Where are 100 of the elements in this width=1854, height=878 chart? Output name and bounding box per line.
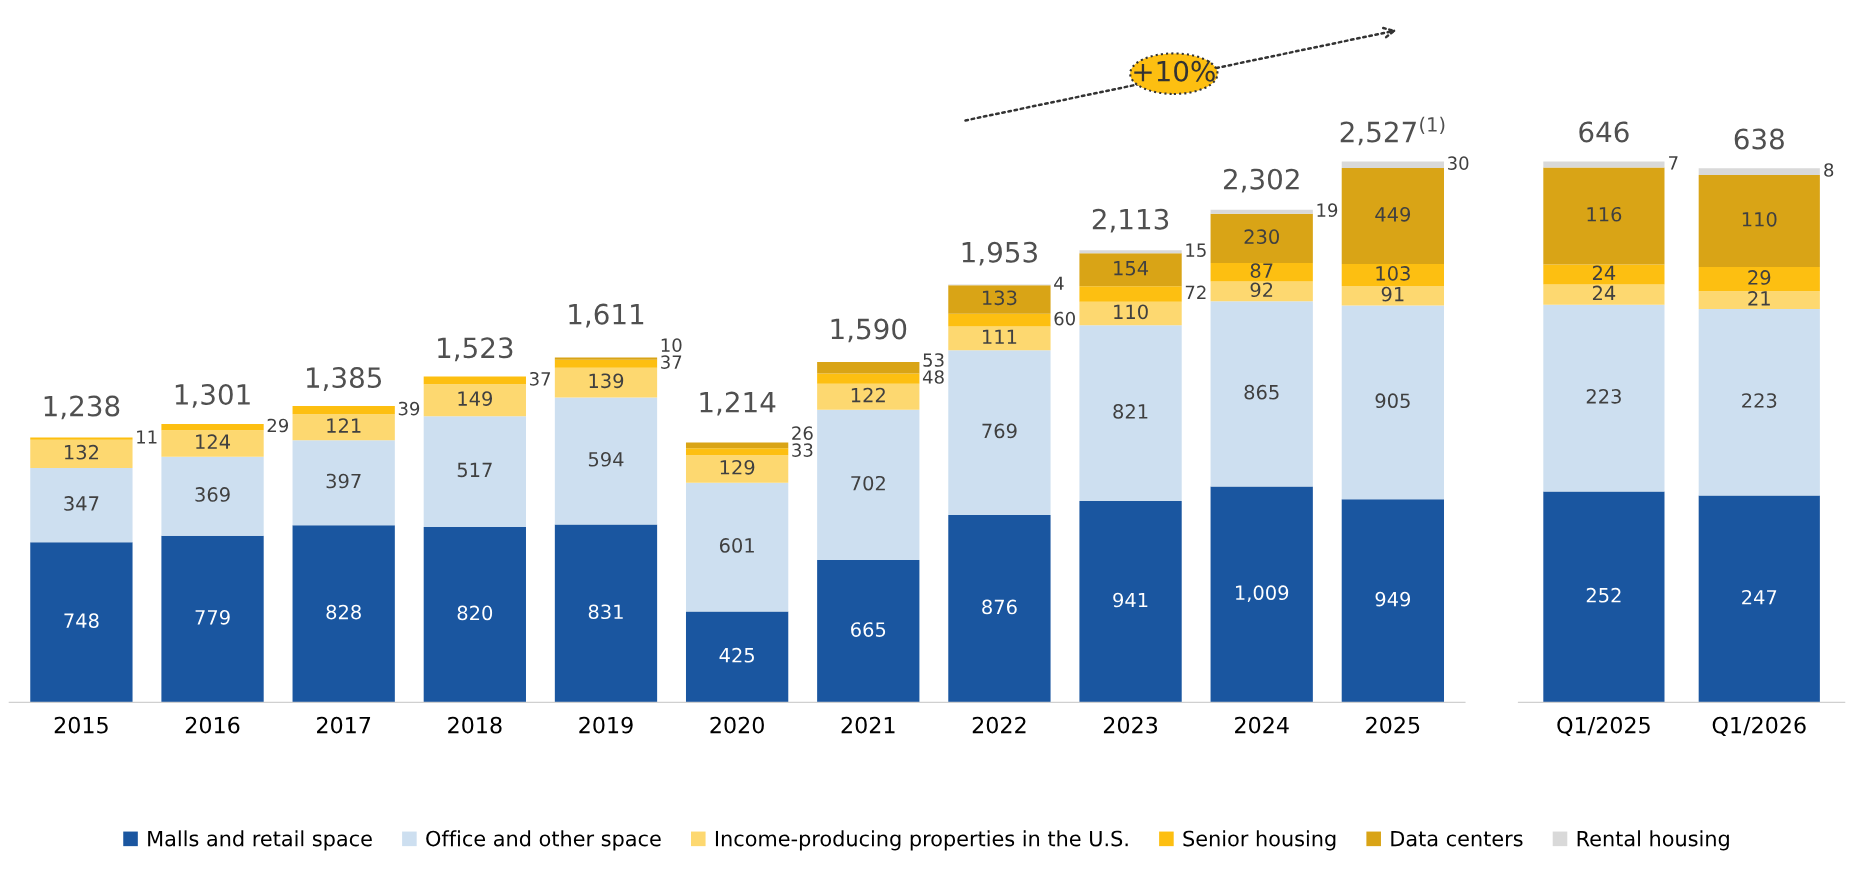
data-label: 7 [1669,156,1678,170]
bar [685,442,789,449]
bar [161,430,264,457]
data-label: 594 [588,451,624,467]
legend-label: Malls and retail space [148,830,372,851]
x-tick-label: 2021 [841,716,895,734]
bar [1543,264,1665,285]
x-tick-label: 2024 [1235,716,1289,734]
bar [1079,253,1182,287]
bar [1210,263,1313,282]
bar [1210,209,1313,214]
bar [423,376,526,385]
data-label: 29 [267,418,289,433]
bar [1341,499,1444,703]
bar [817,373,920,384]
x-tick-label: Q1/2025 [1557,716,1650,737]
bar [292,414,395,441]
data-label: 21 [1748,291,1770,306]
data-label: 252 [1586,587,1621,603]
data-label: 748 [64,613,99,628]
data-label: 223 [1586,389,1621,404]
bar [1698,308,1820,496]
data-label: 949 [1375,591,1411,607]
data-label: 449 [1375,206,1411,222]
data-label: 154 [1114,261,1149,276]
bar [1698,495,1820,703]
data-label: 369 [195,487,230,502]
bar [554,357,658,360]
text: +10% [1134,60,1215,82]
total-label: 2,113 [1092,208,1169,233]
bar [161,423,264,431]
bar [1341,161,1444,168]
bar [30,439,133,469]
bar [423,526,526,703]
data-label: 8 [1824,163,1834,177]
data-label: 37 [529,371,551,386]
bar [554,367,658,398]
x-tick-label: 2016 [185,716,240,734]
x-tick-label: 2017 [317,716,371,734]
data-label: 821 [1113,404,1148,419]
data-label: 15 [1186,243,1206,257]
data-label: 129 [720,459,755,475]
x-tick-label: 2018 [448,716,502,734]
data-label: 39 [398,401,420,416]
data-label: 702 [851,475,885,491]
data-label: 247 [1742,589,1777,605]
bar [1210,213,1313,263]
data-label: 110 [1742,211,1777,227]
bar [1210,301,1313,487]
bar [554,397,658,525]
data-label: 91 [1381,286,1404,302]
data-label: 223 [1742,393,1777,408]
data-label: 53 [923,353,944,367]
bar [685,482,789,612]
data-label: 29 [1748,270,1771,285]
data-label: 905 [1375,393,1410,409]
bar [817,409,920,561]
data-label: 4 [1054,276,1064,290]
data-label: 26 [792,426,813,440]
bar [1210,281,1313,302]
data-label: 397 [326,473,361,489]
bar [1079,501,1182,703]
data-label: 133 [983,290,1017,306]
bar [817,560,920,703]
total-label: 1,385 [306,367,382,391]
bar [817,383,920,410]
bar [423,416,526,527]
bar [292,440,395,526]
total-label: 1,611 [569,303,644,328]
data-label: 121 [327,418,361,433]
x-tick-label: 2023 [1103,716,1158,734]
data-label: 92 [1250,282,1273,298]
bar [1341,305,1444,500]
bar [1698,267,1820,292]
bar [1079,250,1182,254]
total-label: 2,302 [1223,168,1299,193]
bar [685,611,789,703]
data-label: 60 [1054,311,1075,326]
legend-label: Rental housing [1577,830,1729,851]
data-label: 19 [1317,203,1338,217]
data-label: 10 [661,338,682,352]
bar [30,468,133,543]
data-label: 48 [922,370,944,384]
data-label: 11 [137,430,157,444]
data-label: 139 [589,373,624,389]
data-label: 769 [982,423,1017,439]
data-label: 941 [1113,592,1148,608]
data-label: 122 [851,387,885,403]
bar [1341,286,1444,306]
x-tick-label: Q1/2026 [1712,716,1806,737]
bar [292,525,395,703]
bar [685,448,789,456]
bar [1698,174,1820,268]
data-label: 517 [457,462,492,478]
bar [948,313,1051,327]
data-label: 132 [64,444,99,460]
bar [1543,167,1665,265]
total-label: 1,590 [831,318,907,343]
bar [1543,491,1665,703]
x-tick-label: 2025 [1366,716,1420,734]
